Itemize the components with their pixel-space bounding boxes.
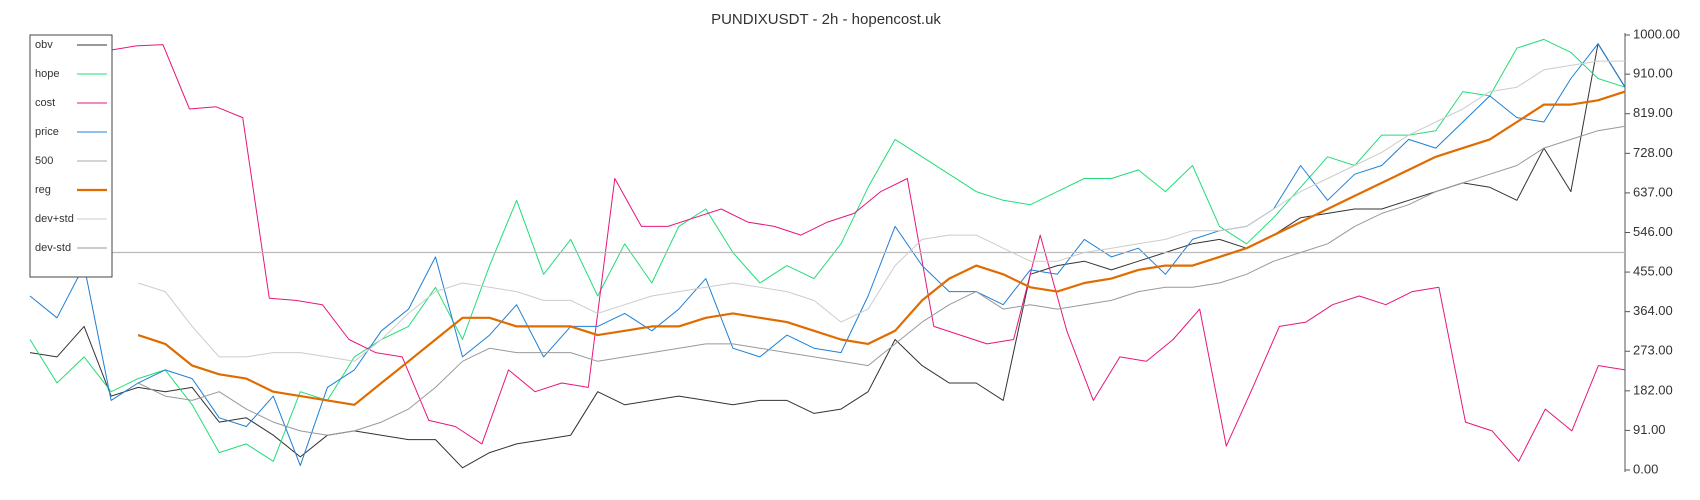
legend-label: hope xyxy=(35,68,59,80)
y-tick-label: 1000.00 xyxy=(1633,26,1680,41)
y-tick-label: 637.00 xyxy=(1633,184,1673,199)
legend-label: 500 xyxy=(35,155,53,167)
y-tick-label: 91.00 xyxy=(1633,422,1666,437)
series-line xyxy=(29,43,1626,469)
series-line xyxy=(29,38,1626,462)
y-tick-label: 0.00 xyxy=(1633,461,1658,476)
legend-label: dev+std xyxy=(35,213,74,225)
series-line xyxy=(137,60,1625,362)
y-tick-label: 182.00 xyxy=(1633,382,1673,397)
y-tick-label: 273.00 xyxy=(1633,343,1673,358)
legend-label: price xyxy=(35,126,59,138)
y-tick-label: 455.00 xyxy=(1633,264,1673,279)
legend-box xyxy=(29,34,113,278)
chart-title: PUNDIXUSDT - 2h - hopencost.uk xyxy=(711,11,941,28)
y-tick-label: 364.00 xyxy=(1633,303,1673,318)
legend-label: reg xyxy=(35,184,51,196)
series-line xyxy=(137,90,1626,406)
y-tick-label: 910.00 xyxy=(1633,66,1673,81)
legend-label: obv xyxy=(35,39,53,51)
series-line xyxy=(109,44,1626,462)
series-line xyxy=(29,43,1626,467)
y-tick-label: 728.00 xyxy=(1633,145,1673,160)
y-tick-label: 819.00 xyxy=(1633,105,1673,120)
series-line xyxy=(137,125,1626,436)
legend-label: dev-std xyxy=(35,242,71,254)
legend-label: cost xyxy=(35,97,55,109)
y-tick-label: 546.00 xyxy=(1633,224,1673,239)
legend: obv hope cost price 500 reg dev+std dev-std xyxy=(29,34,113,278)
